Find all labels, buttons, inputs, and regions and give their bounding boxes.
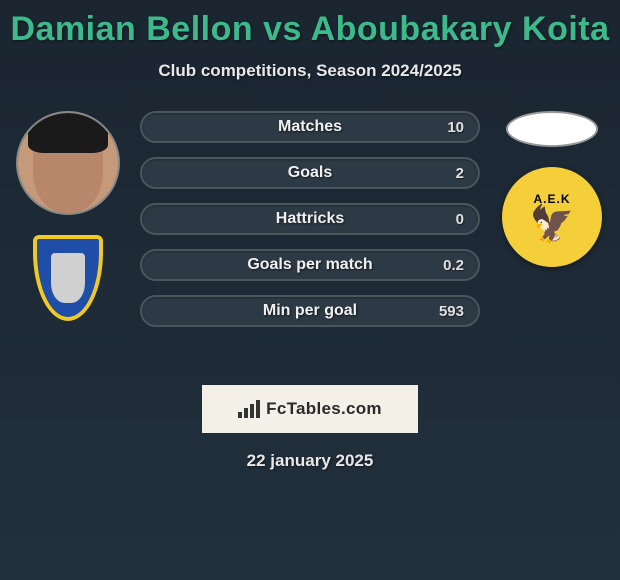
stat-row: Min per goal 593 bbox=[140, 295, 480, 327]
stat-label: Matches bbox=[278, 118, 342, 136]
stat-label: Goals bbox=[288, 164, 332, 182]
stat-row: Hattricks 0 bbox=[140, 203, 480, 235]
player-left-club-logo bbox=[25, 235, 111, 321]
player-right-club-logo: Α.Ε.Κ 🦅 bbox=[502, 167, 602, 267]
stat-right-value: 0 bbox=[456, 211, 464, 228]
right-column: Α.Ε.Κ 🦅 bbox=[492, 111, 612, 267]
stat-row: Matches 10 bbox=[140, 111, 480, 143]
shield-icon bbox=[33, 235, 103, 321]
chart-icon bbox=[238, 400, 260, 418]
stat-right-value: 2 bbox=[456, 165, 464, 182]
stats-list: Matches 10 Goals 2 Hattricks 0 Goals per… bbox=[140, 111, 480, 327]
stat-row: Goals 2 bbox=[140, 157, 480, 189]
comparison-panel: Matches 10 Goals 2 Hattricks 0 Goals per… bbox=[0, 111, 620, 371]
stat-label: Goals per match bbox=[247, 256, 372, 274]
page-title: Damian Bellon vs Aboubakary Koita bbox=[0, 0, 620, 49]
player-right-avatar bbox=[506, 111, 598, 147]
stat-label: Min per goal bbox=[263, 302, 357, 320]
stat-right-value: 0.2 bbox=[443, 257, 464, 274]
date-label: 22 january 2025 bbox=[0, 451, 620, 471]
stat-right-value: 10 bbox=[447, 119, 464, 136]
brand-box[interactable]: FcTables.com bbox=[202, 385, 418, 433]
stat-label: Hattricks bbox=[276, 210, 344, 228]
stat-row: Goals per match 0.2 bbox=[140, 249, 480, 281]
face-icon bbox=[33, 123, 103, 213]
stat-right-value: 593 bbox=[439, 303, 464, 320]
player-left-avatar bbox=[16, 111, 120, 215]
left-column bbox=[8, 111, 128, 321]
subtitle: Club competitions, Season 2024/2025 bbox=[0, 61, 620, 81]
brand-text: FcTables.com bbox=[266, 399, 382, 419]
eagle-icon: 🦅 bbox=[530, 206, 575, 242]
